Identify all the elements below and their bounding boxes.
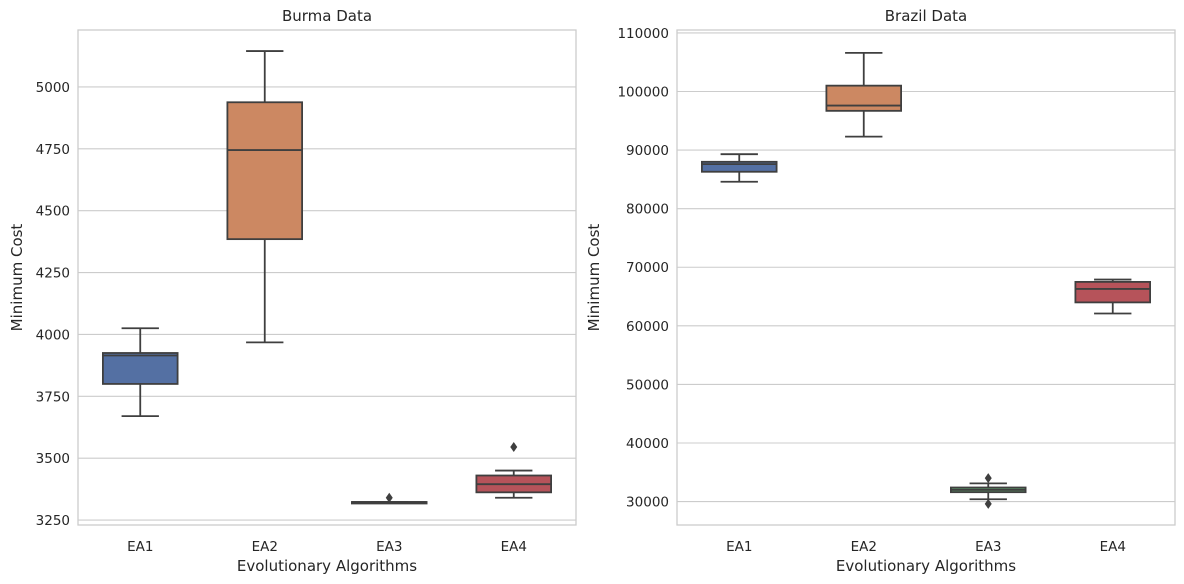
brazil-ytick-label: 50000 <box>626 377 669 393</box>
burma-xtick-label: EA2 <box>252 539 278 555</box>
brazil-xtick-label: EA1 <box>726 539 752 555</box>
burma-ytick-label: 4000 <box>36 327 70 343</box>
burma-box-ea3 <box>350 492 428 505</box>
burma-ytick-label: 3500 <box>36 451 70 467</box>
burma-box-ea1 <box>102 327 179 418</box>
brazil-x-axis-title: Evolutionary Algorithms <box>836 557 1016 575</box>
brazil-box-ea1 <box>701 153 778 183</box>
brazil-axes-frame <box>676 29 1176 526</box>
brazil-ytick-label: 70000 <box>626 260 669 276</box>
outlier-point <box>510 442 518 453</box>
burma-ytick-label: 4250 <box>36 266 70 282</box>
brazil-chart-title: Brazil Data <box>885 7 967 25</box>
box-body <box>825 84 903 112</box>
brazil-box-ea2 <box>825 51 903 138</box>
brazil-xtick-label: EA3 <box>975 539 1001 555</box>
box-body <box>1074 280 1152 304</box>
box-body <box>701 160 778 173</box>
outlier-point <box>984 498 992 509</box>
burma-ytick-label: 4750 <box>36 142 70 158</box>
brazil-xtick-label: EA2 <box>851 539 877 555</box>
brazil-chart: 30000 40000 50000 60000 70000 80000 90000 10000… <box>585 7 1176 575</box>
brazil-xtick-label: EA4 <box>1100 539 1126 555</box>
brazil-ytick-label: 40000 <box>626 436 669 452</box>
brazil-ytick-label: 110000 <box>617 26 669 42</box>
brazil-ytick-label: 80000 <box>626 202 669 218</box>
burma-xtick-label: EA1 <box>127 539 153 555</box>
burma-chart: 3250 3500 3750 4000 4250 4500 4750 5000 EA1 EA2 EA… <box>8 7 577 575</box>
brazil-ytick-label: 100000 <box>617 85 669 101</box>
outlier-point <box>984 473 992 484</box>
burma-ytick-label: 4500 <box>36 204 70 220</box>
burma-chart-title: Burma Data <box>282 7 372 25</box>
burma-axes-frame <box>77 29 577 526</box>
burma-y-axis-title: Minimum Cost <box>8 224 26 332</box>
brazil-ytick-label: 30000 <box>626 495 669 511</box>
brazil-box-ea3 <box>950 473 1027 509</box>
burma-box-ea4 <box>475 442 552 499</box>
brazil-ytick-label: 90000 <box>626 143 669 159</box>
burma-ytick-label: 3750 <box>36 389 70 405</box>
box-body <box>226 101 303 241</box>
brazil-box-ea4 <box>1074 278 1152 315</box>
burma-ytick-label: 3250 <box>36 513 70 529</box>
burma-box-ea2 <box>226 50 303 344</box>
burma-xtick-label: EA4 <box>501 539 527 555</box>
box-body <box>102 352 179 385</box>
burma-ytick-label: 5000 <box>36 80 70 96</box>
burma-x-axis-title: Evolutionary Algorithms <box>237 557 417 575</box>
brazil-ytick-label: 60000 <box>626 319 669 335</box>
burma-xtick-label: EA3 <box>376 539 402 555</box>
outlier-point <box>385 492 393 503</box>
brazil-y-axis-title: Minimum Cost <box>585 224 603 332</box>
